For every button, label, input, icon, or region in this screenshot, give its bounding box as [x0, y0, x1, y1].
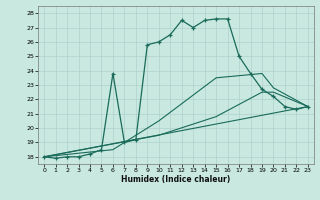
- X-axis label: Humidex (Indice chaleur): Humidex (Indice chaleur): [121, 175, 231, 184]
